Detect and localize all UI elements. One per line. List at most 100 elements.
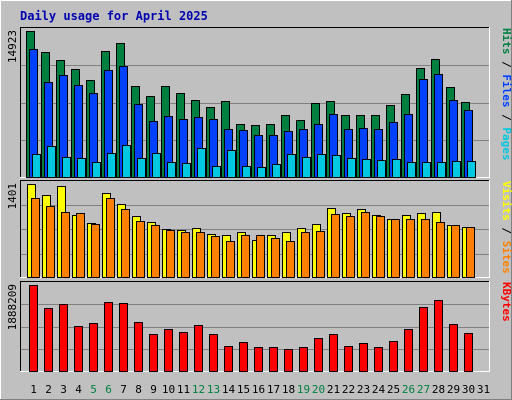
bar-pages-1: [32, 154, 41, 178]
bar-pages-23: [362, 159, 371, 178]
y-max-label: 1888209: [6, 284, 19, 330]
x-tick-label-24: 24: [372, 383, 386, 396]
x-tick-label-2: 2: [45, 383, 52, 396]
series-sites: [31, 198, 475, 278]
x-tick-label-3: 3: [60, 383, 67, 396]
bar-pages-16: [257, 167, 266, 178]
panel-visits-sites: 1401 Visits / Sites: [6, 180, 512, 278]
x-tick-label-1: 1: [30, 383, 37, 396]
bar-pages-29: [452, 161, 461, 178]
bar-kbytes-16: [254, 347, 263, 372]
bar-sites-11: [181, 232, 190, 278]
bar-kbytes-21: [329, 334, 338, 372]
bar-sites-8: [136, 221, 145, 278]
series-pages: [32, 145, 476, 178]
bar-pages-14: [227, 150, 236, 178]
bar-sites-27: [421, 219, 430, 278]
bar-pages-13: [212, 166, 221, 178]
bar-pages-27: [422, 162, 431, 178]
bar-pages-5: [92, 162, 101, 178]
bar-pages-28: [437, 162, 446, 178]
legend-sites: Sites: [500, 241, 512, 274]
bar-kbytes-15: [239, 342, 248, 372]
bar-kbytes-19: [299, 347, 308, 372]
x-tick-label-21: 21: [327, 383, 340, 396]
bar-kbytes-3: [59, 304, 68, 372]
x-tick-label-18: 18: [282, 383, 295, 396]
x-tick-label-25: 25: [387, 383, 400, 396]
bar-sites-24: [376, 216, 385, 278]
bar-kbytes-26: [404, 329, 413, 372]
bar-sites-2: [46, 206, 55, 278]
series-legend: KBytes: [500, 282, 512, 322]
x-tick-label-16: 16: [252, 383, 265, 396]
bar-kbytes-30: [464, 333, 473, 372]
bar-kbytes-11: [179, 332, 188, 372]
legend-hits: Hits: [500, 28, 512, 55]
bar-sites-16: [256, 235, 265, 278]
chart-panels: 14923 Hits / Files / Pages 1401 Visits / Si…: [6, 27, 512, 372]
bar-sites-23: [361, 212, 370, 278]
bar-pages-6: [107, 153, 116, 178]
bar-pages-2: [47, 146, 56, 178]
bar-kbytes-13: [209, 334, 218, 372]
bar-sites-17: [271, 238, 280, 278]
bar-kbytes-25: [389, 341, 398, 372]
x-tick-label-12: 12: [192, 383, 205, 396]
panel-hits-files-pages: 14923 Hits / Files / Pages: [6, 27, 512, 178]
x-tick-label-29: 29: [447, 383, 460, 396]
bar-kbytes-24: [374, 347, 383, 372]
bar-sites-9: [151, 225, 160, 278]
bar-pages-21: [332, 155, 341, 178]
bar-pages-24: [377, 160, 386, 178]
x-tick-label-13: 13: [207, 383, 220, 396]
bar-sites-10: [166, 230, 175, 278]
x-tick-label-31: 31: [477, 383, 490, 396]
x-tick-label-7: 7: [120, 383, 127, 396]
bar-kbytes-7: [119, 303, 128, 372]
bar-pages-26: [407, 162, 416, 178]
legend-separator: /: [500, 55, 512, 75]
x-tick-label-27: 27: [417, 383, 430, 396]
bar-sites-1: [31, 198, 40, 278]
series-legend: Visits / Sites: [500, 181, 512, 274]
bar-sites-13: [211, 236, 220, 278]
x-tick-label-6: 6: [105, 383, 112, 396]
bar-sites-29: [451, 225, 460, 278]
x-tick-label-14: 14: [222, 383, 236, 396]
bar-kbytes-8: [134, 322, 143, 372]
bar-pages-9: [152, 153, 161, 178]
x-tick-label-22: 22: [342, 383, 355, 396]
bar-kbytes-17: [269, 347, 278, 372]
bar-kbytes-2: [44, 308, 53, 372]
bar-sites-5: [91, 224, 100, 278]
series-legend: Hits / Files / Pages: [500, 28, 512, 161]
bar-kbytes-9: [149, 334, 158, 372]
bar-sites-26: [406, 219, 415, 278]
x-tick-label-23: 23: [357, 383, 370, 396]
x-tick-label-8: 8: [135, 383, 142, 396]
bar-kbytes-18: [284, 349, 293, 372]
x-axis-labels: 1 2 3 4 5 6 7 8 9 10 11 12 13 14 15 16 17 18 19 20 21 22 23 24 2…: [30, 383, 490, 396]
x-tick-label-28: 28: [432, 383, 445, 396]
bar-sites-15: [241, 235, 250, 278]
legend-separator: /: [500, 221, 512, 241]
bar-kbytes-23: [359, 343, 368, 372]
bar-pages-10: [167, 162, 176, 178]
bar-kbytes-29: [449, 324, 458, 372]
x-tick-label-11: 11: [177, 383, 190, 396]
bar-pages-22: [347, 158, 356, 178]
y-max-label: 14923: [6, 30, 19, 63]
bar-kbytes-12: [194, 325, 203, 372]
bar-pages-11: [182, 163, 191, 178]
bar-pages-3: [62, 157, 71, 178]
x-tick-label-30: 30: [462, 383, 475, 396]
bar-pages-7: [122, 145, 131, 178]
legend-pages: Pages: [500, 127, 512, 160]
bar-pages-20: [317, 154, 326, 178]
x-tick-label-26: 26: [402, 383, 415, 396]
bar-pages-12: [197, 148, 206, 178]
bar-sites-28: [436, 222, 445, 278]
bar-sites-22: [346, 216, 355, 278]
